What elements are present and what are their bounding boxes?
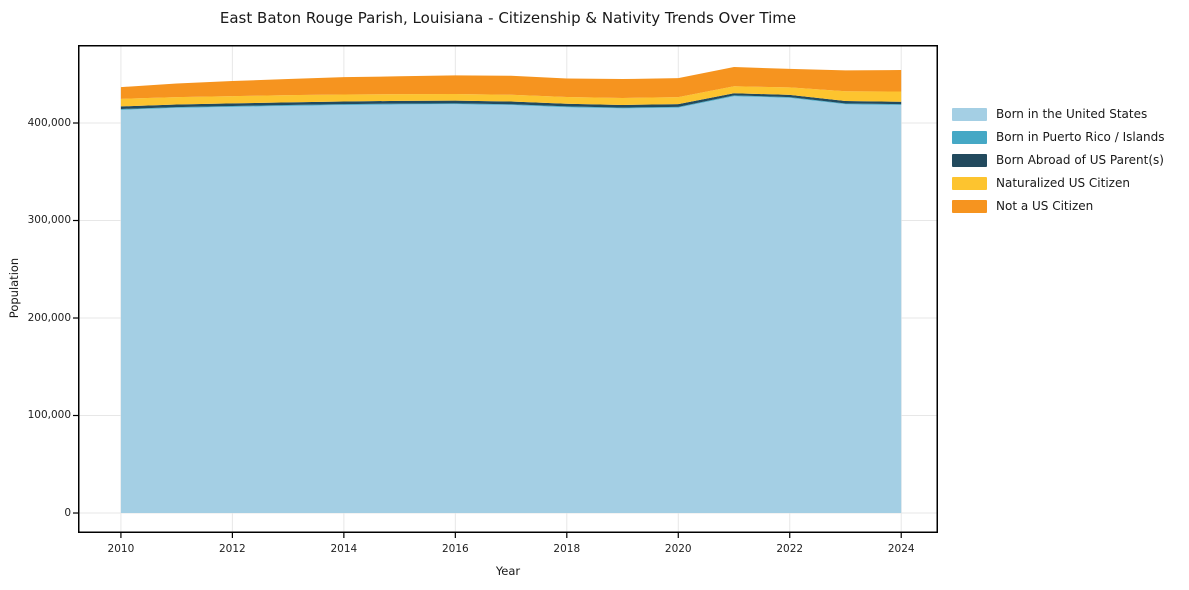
legend-item: Born in the United States — [952, 108, 1165, 121]
y-tick-label: 300,000 — [27, 214, 71, 226]
legend-label: Not a US Citizen — [996, 199, 1094, 213]
legend-swatch-born-puerto-rico — [952, 131, 987, 144]
x-tick-label: 2020 — [664, 543, 692, 555]
legend: Born in the United States Born in Puerto… — [952, 108, 1165, 223]
x-tick-label: 2018 — [553, 543, 581, 555]
x-tick-label: 2016 — [441, 543, 469, 555]
legend-item: Naturalized US Citizen — [952, 177, 1165, 190]
y-tick-label: 400,000 — [27, 116, 71, 129]
x-tick-label: 2012 — [219, 543, 246, 555]
legend-item: Born in Puerto Rico / Islands — [952, 131, 1165, 144]
chart-title: East Baton Rouge Parish, Louisiana - Cit… — [219, 9, 797, 27]
legend-swatch-born-in-us — [952, 108, 987, 121]
legend-swatch-born-abroad — [952, 154, 987, 167]
y-tick-label: 200,000 — [27, 311, 71, 324]
legend-label: Naturalized US Citizen — [996, 176, 1130, 190]
legend-item: Not a US Citizen — [952, 200, 1165, 213]
y-tick-label: 0 — [64, 506, 71, 519]
x-axis-label: Year — [495, 564, 521, 578]
x-tick-label: 2024 — [887, 543, 915, 555]
y-tick-label: 100,000 — [27, 409, 71, 421]
legend-label: Born in the United States — [996, 107, 1148, 121]
legend-label: Born Abroad of US Parent(s) — [996, 153, 1164, 167]
y-axis-label: Population — [7, 257, 21, 319]
legend-label: Born in Puerto Rico / Islands — [996, 130, 1165, 144]
legend-item: Born Abroad of US Parent(s) — [952, 154, 1165, 167]
legend-swatch-naturalized — [952, 177, 987, 190]
x-tick-label: 2010 — [107, 543, 135, 555]
legend-swatch-not-citizen — [952, 200, 987, 213]
x-tick-label: 2022 — [776, 543, 804, 555]
x-tick-label: 2014 — [330, 543, 358, 555]
